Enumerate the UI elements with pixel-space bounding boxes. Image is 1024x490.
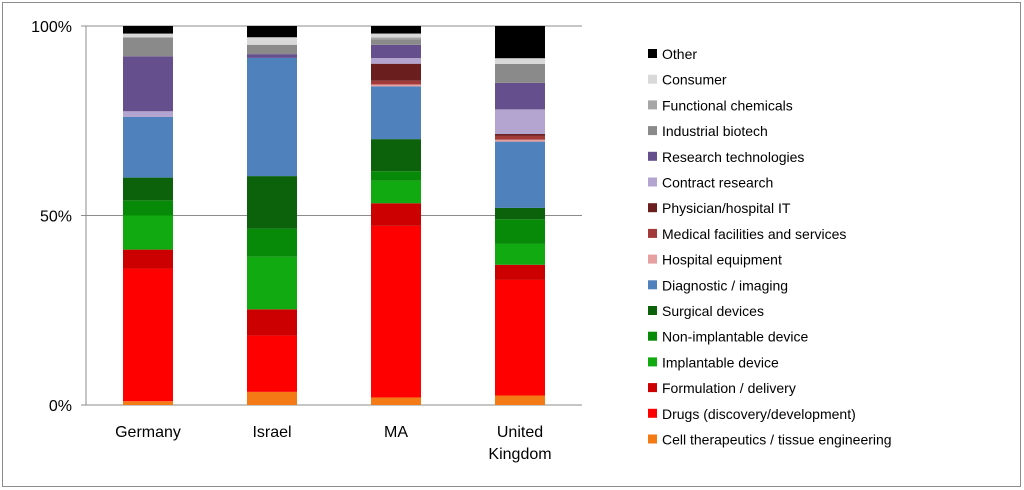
x-category-label: United Kingdom <box>488 424 551 463</box>
bar-segment <box>371 139 421 172</box>
legend-swatch <box>648 357 657 367</box>
x-category-label: Germany <box>115 424 181 441</box>
legend-swatch <box>648 280 657 290</box>
legend-swatch <box>648 408 657 418</box>
bar-segment <box>123 249 173 269</box>
y-tick-label: 50% <box>40 209 72 226</box>
bar-segment <box>247 37 297 45</box>
legend-swatch <box>648 254 657 264</box>
legend-label: Cell therapeutics / tissue engineering <box>662 432 892 448</box>
legend-swatch <box>648 331 657 341</box>
legend-swatch <box>648 383 657 393</box>
bar-segment <box>123 56 173 112</box>
bar-segment <box>371 225 421 398</box>
legend-swatch <box>648 434 657 444</box>
y-tick-label: 100% <box>31 19 72 36</box>
tick-labels: 0% 50% 100% Germany Israel MA United Kingdom <box>31 19 552 463</box>
bar-segment <box>371 44 421 59</box>
legend-label: Other <box>662 46 697 62</box>
bar-segment <box>371 180 421 204</box>
bar-segment <box>247 335 297 392</box>
bar-segment <box>371 80 421 85</box>
bar-segment <box>495 26 545 59</box>
legend-swatch <box>648 177 657 187</box>
legend-label: Contract research <box>662 175 773 191</box>
legend-label: Implantable device <box>662 354 779 370</box>
bar-segment <box>123 37 173 57</box>
bar-segment <box>495 63 545 83</box>
legend-label: Non-implantable device <box>662 329 809 345</box>
bar-segment <box>247 256 297 310</box>
legend-label: Physician/hospital IT <box>662 200 791 216</box>
bar-segment <box>495 139 545 142</box>
bar-segment <box>123 200 173 216</box>
bar-segment <box>495 243 545 265</box>
bar-segment <box>247 309 297 336</box>
legend-label: Hospital equipment <box>662 252 782 268</box>
legend-swatch <box>648 126 657 136</box>
bar-segment <box>371 203 421 226</box>
bar-segment <box>371 26 421 34</box>
bars <box>123 26 545 405</box>
bar-segment <box>247 44 297 55</box>
bar-segment <box>371 37 421 40</box>
bar-segment <box>495 109 545 135</box>
legend-swatch <box>648 151 657 161</box>
legend-label: Formulation / delivery <box>662 380 796 396</box>
bar-segment <box>123 111 173 117</box>
bar-segment <box>495 135 545 140</box>
bar-segment <box>247 26 297 38</box>
legend: Other Consumer Functional chemicals Industr… <box>648 46 892 448</box>
bar-segment <box>371 58 421 64</box>
bar-segment <box>495 134 545 136</box>
y-tick-label: 0% <box>49 398 72 415</box>
bar-segment <box>247 228 297 257</box>
legend-label: Medical facilities and services <box>662 226 846 242</box>
legend-label: Consumer <box>662 72 727 88</box>
legend-label: Research technologies <box>662 149 804 165</box>
bar-segment <box>247 57 297 177</box>
bar-segment <box>371 39 421 45</box>
bar-segment <box>247 54 297 58</box>
bar-segment <box>495 141 545 208</box>
bar-segment <box>495 279 545 396</box>
legend-label: Industrial biotech <box>662 123 768 139</box>
bar-segment <box>371 397 421 405</box>
legend-swatch <box>648 74 657 84</box>
bar-segment <box>123 177 173 201</box>
bar-segment <box>371 86 421 140</box>
bar-segment <box>123 401 173 405</box>
bar-segment <box>123 116 173 178</box>
bar-segment <box>371 171 421 181</box>
bar-segment <box>371 84 421 87</box>
bar-segment <box>247 176 297 229</box>
bar-segment <box>495 82 545 110</box>
bar-segment <box>495 207 545 220</box>
legend-label: Functional chemicals <box>662 97 793 113</box>
legend-label: Diagnostic / imaging <box>662 277 788 293</box>
legend-label: Drugs (discovery/development) <box>662 406 856 422</box>
legend-swatch <box>648 203 657 213</box>
x-category-label: MA <box>384 424 408 441</box>
legend-swatch <box>648 306 657 315</box>
bar-segment <box>123 215 173 250</box>
bar-segment <box>495 219 545 244</box>
legend-swatch <box>648 49 657 58</box>
bar-segment <box>247 391 297 405</box>
x-category-label: Israel <box>252 424 291 441</box>
legend-label: Surgical devices <box>662 303 764 319</box>
bar-segment <box>371 33 421 38</box>
bar-segment <box>495 264 545 280</box>
legend-swatch <box>648 228 657 238</box>
bar-segment <box>123 33 173 38</box>
legend-swatch <box>648 100 657 110</box>
bar-segment <box>123 268 173 402</box>
bar-segment <box>371 63 421 81</box>
bar-segment <box>495 58 545 64</box>
bar-segment <box>495 395 545 405</box>
bar-segment <box>123 26 173 34</box>
